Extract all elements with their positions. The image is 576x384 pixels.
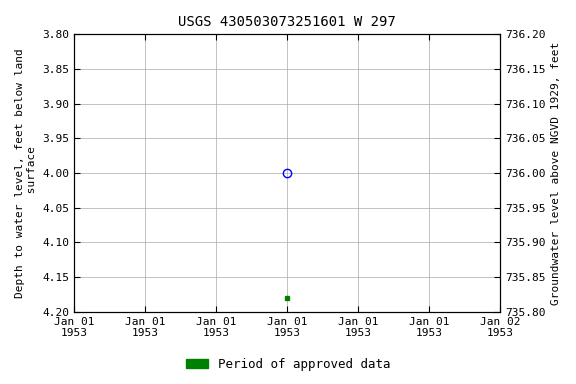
Y-axis label: Depth to water level, feet below land
 surface: Depth to water level, feet below land su…	[15, 48, 37, 298]
Y-axis label: Groundwater level above NGVD 1929, feet: Groundwater level above NGVD 1929, feet	[551, 41, 561, 305]
Title: USGS 430503073251601 W 297: USGS 430503073251601 W 297	[178, 15, 396, 29]
Legend: Period of approved data: Period of approved data	[180, 353, 396, 376]
